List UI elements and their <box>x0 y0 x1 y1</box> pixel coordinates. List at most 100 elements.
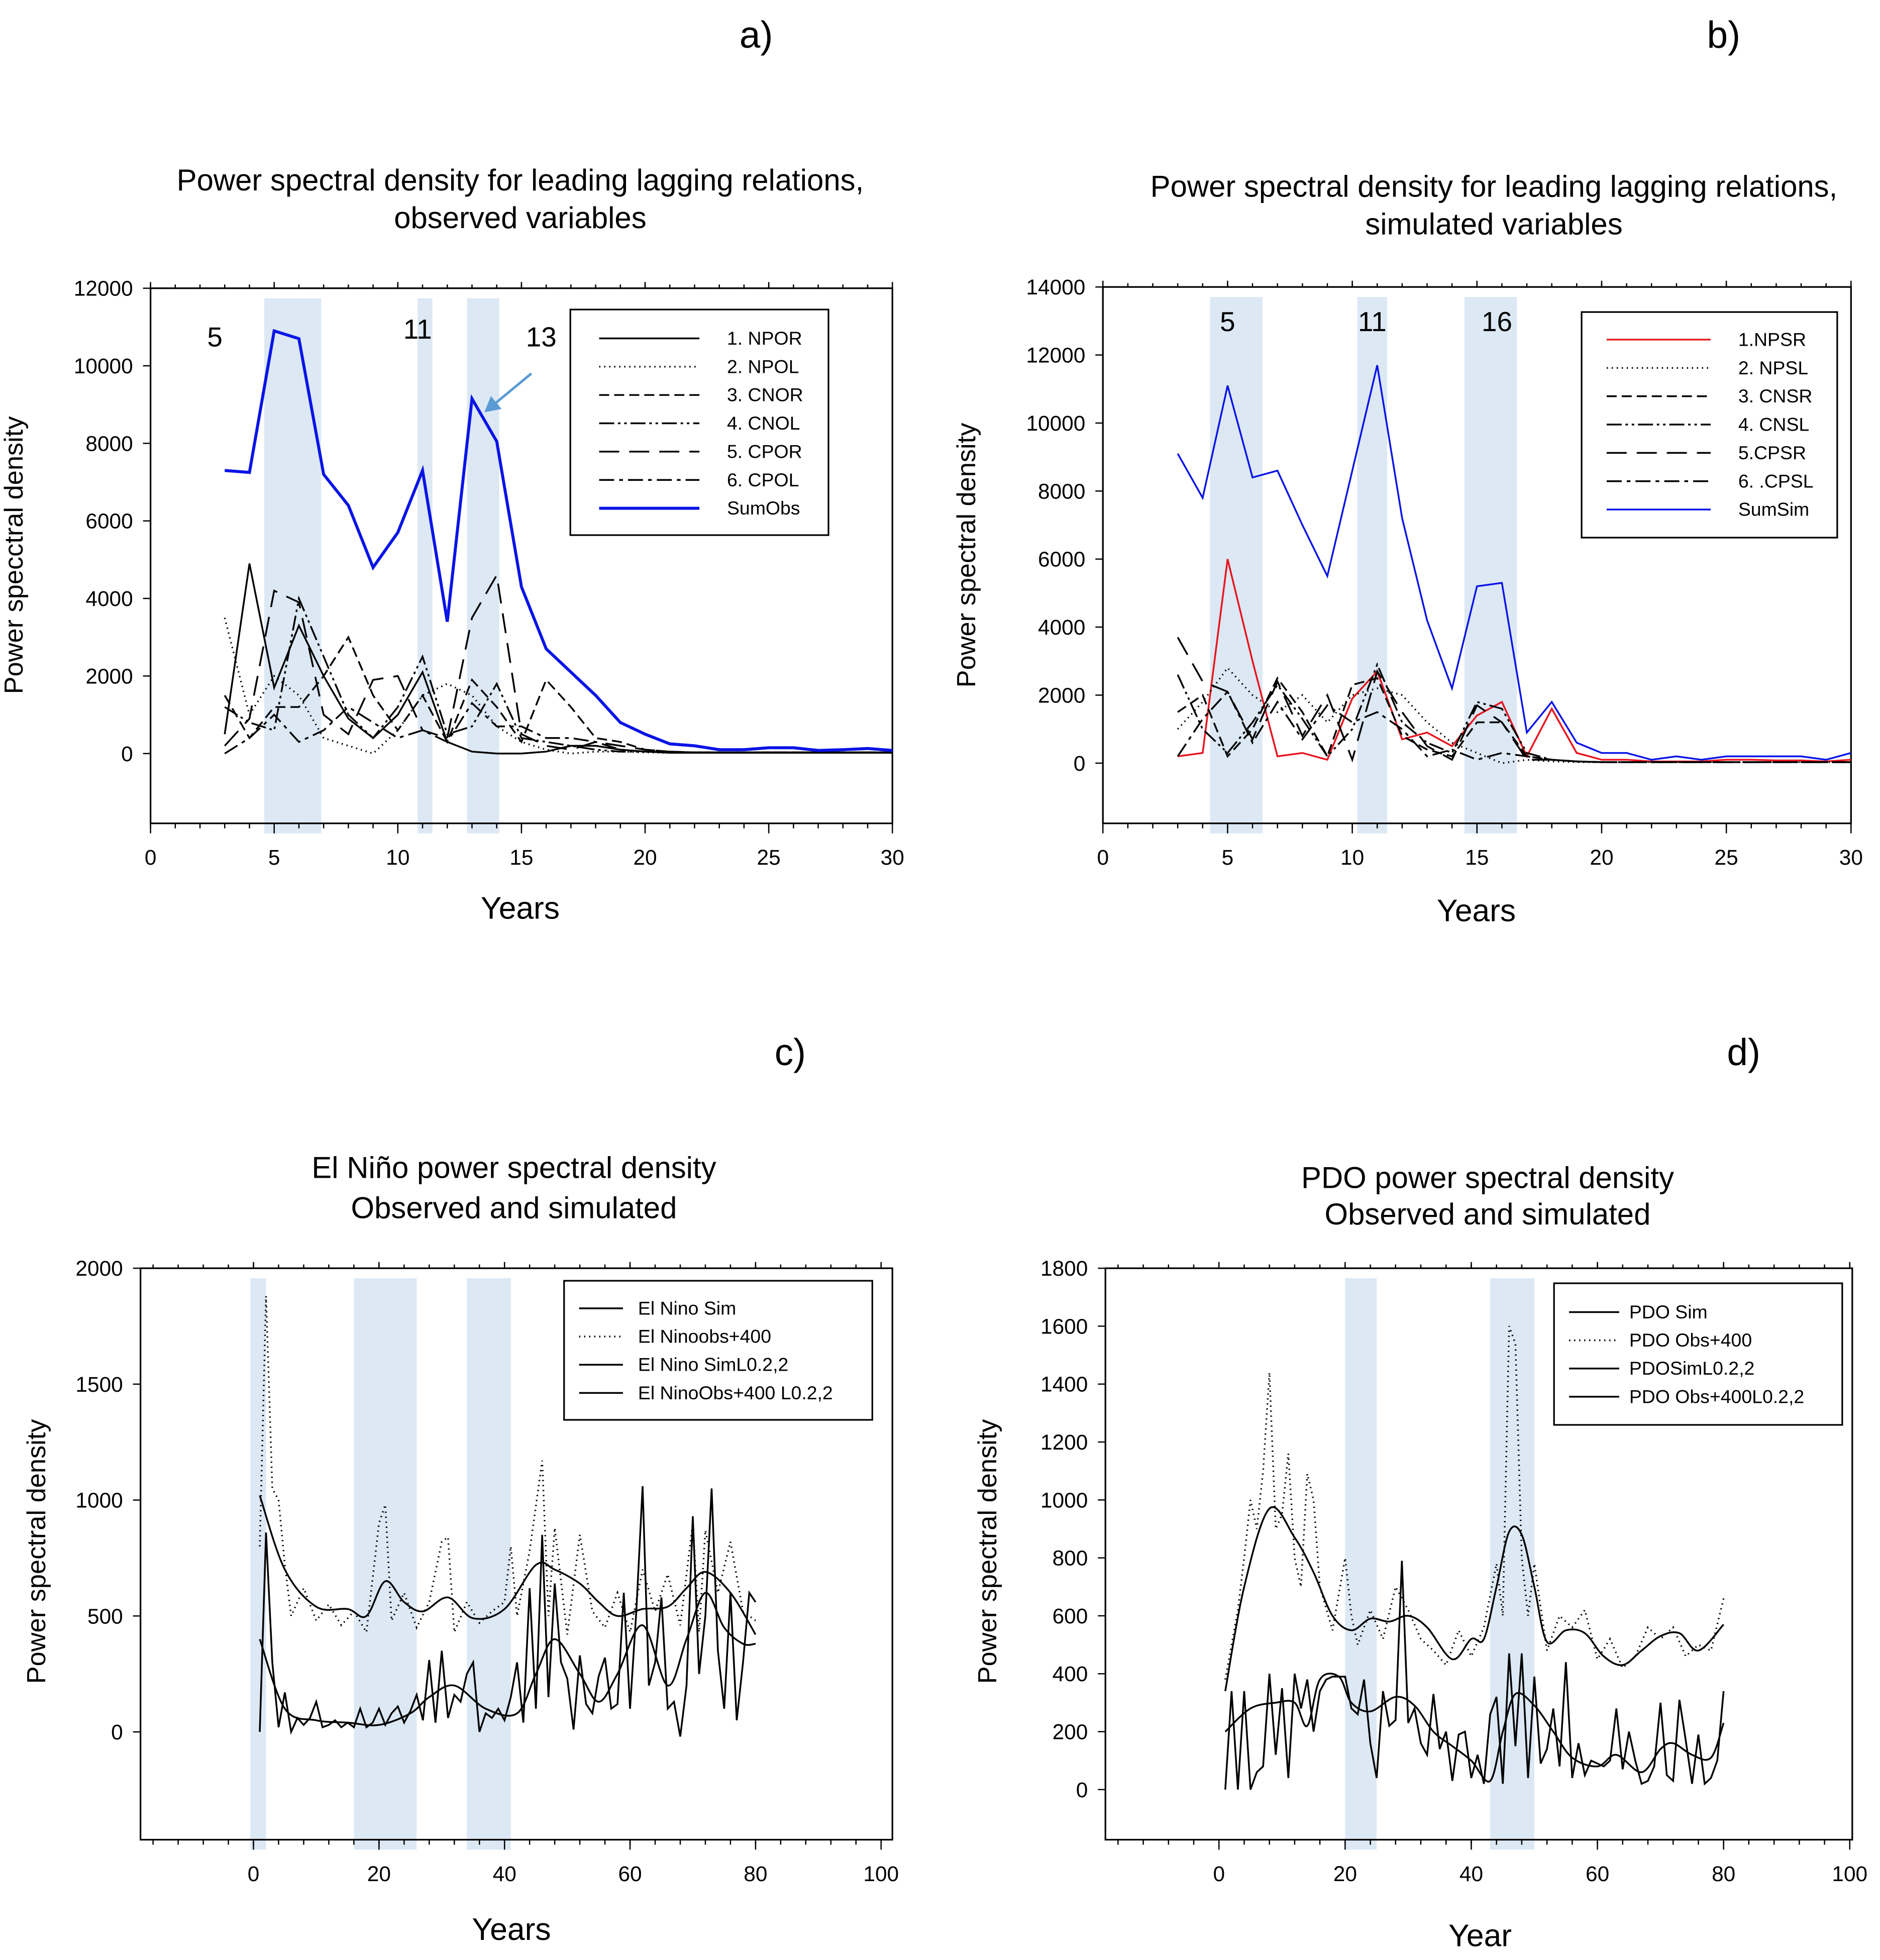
x-axis-label: Years <box>1437 893 1516 928</box>
x-axis-label: Years <box>472 1912 551 1947</box>
y-tick-label: 0 <box>121 742 133 766</box>
x-tick-label: 0 <box>1097 846 1109 869</box>
chart-title-line1: El Niño power spectral density <box>311 1151 716 1185</box>
y-tick-label: 1400 <box>1040 1373 1088 1396</box>
legend-box <box>1553 1282 1843 1426</box>
legend-label: 4. CNOL <box>727 412 800 434</box>
legend-label: 2. NPSL <box>1738 357 1808 378</box>
x-axis-label: Year <box>1448 1919 1512 1953</box>
x-tick-label: 40 <box>1459 1862 1483 1886</box>
band-period-annotation: 16 <box>1482 306 1512 337</box>
y-tick-label: 0 <box>1076 1778 1088 1802</box>
x-tick-label: 60 <box>618 1862 642 1886</box>
x-tick-label: 80 <box>1712 1862 1735 1886</box>
highlight-band <box>264 298 322 834</box>
highlight-band <box>467 1278 511 1850</box>
legend-box <box>563 1280 873 1421</box>
y-tick-label: 2000 <box>85 664 133 688</box>
series-line-0 <box>259 1486 757 1737</box>
x-tick-label: 0 <box>248 1862 260 1886</box>
band-period-annotation: 11 <box>1358 306 1387 337</box>
legend-label: PDO Obs+400 <box>1629 1329 1752 1351</box>
x-tick-label: 0 <box>1213 1862 1225 1886</box>
x-tick-label: 60 <box>1586 1862 1609 1886</box>
y-tick-label: 600 <box>1053 1604 1088 1628</box>
x-tick-label: 15 <box>509 846 533 869</box>
panel-label: b) <box>1707 14 1740 56</box>
y-tick-label: 12000 <box>74 277 133 300</box>
y-tick-label: 400 <box>1053 1662 1088 1686</box>
series-line-5 <box>224 701 893 755</box>
legend-label: 1. NPOR <box>727 328 802 349</box>
y-tick-label: 800 <box>1053 1546 1088 1570</box>
x-tick-label: 20 <box>1590 846 1613 869</box>
highlight-band <box>417 298 433 834</box>
highlight-band <box>1357 297 1388 834</box>
legend-label: 5.CPSR <box>1738 442 1806 463</box>
y-tick-label: 200 <box>1053 1720 1088 1743</box>
series-line-2 <box>259 1592 756 1726</box>
series-line-6 <box>225 329 893 752</box>
series-line-1 <box>224 617 893 755</box>
legend-label: PDO Sim <box>1629 1301 1708 1322</box>
highlight-band <box>250 1278 266 1850</box>
x-tick-label: 25 <box>1715 846 1738 869</box>
y-tick-label: 1000 <box>75 1489 123 1512</box>
x-tick-label: 100 <box>863 1862 899 1886</box>
legend-label: El Nino SimL0.2,2 <box>638 1354 788 1375</box>
series-line-2 <box>1224 1673 1725 1783</box>
chart-title-line2: Observed and simulated <box>351 1191 677 1224</box>
panel-label: d) <box>1727 1031 1760 1073</box>
legend-label: 6. CPOL <box>727 469 799 490</box>
legend-label: SumSim <box>1738 499 1809 520</box>
x-tick-label: 5 <box>1222 846 1234 869</box>
y-tick-label: 4000 <box>1038 615 1085 639</box>
band-period-annotation: 11 <box>403 314 432 345</box>
x-tick-label: 10 <box>1340 846 1364 869</box>
series-line-4 <box>1177 637 1851 763</box>
series-line-2 <box>224 635 893 754</box>
x-tick-label: 100 <box>1832 1862 1867 1886</box>
chart-title-line2: observed variables <box>394 201 646 235</box>
legend-label: 2. NPOL <box>727 356 799 377</box>
band-period-annotation: 5 <box>1220 306 1235 337</box>
x-tick-label: 10 <box>386 846 409 869</box>
y-axis-label: Power spectral density <box>22 1419 51 1684</box>
chart-title-line2: simulated variables <box>1365 207 1622 241</box>
legend-label: 4. CNSL <box>1738 414 1809 435</box>
chart-title-line1: Power spectral density for leading laggi… <box>177 163 864 197</box>
y-tick-label: 12000 <box>1026 344 1085 367</box>
y-tick-label: 2000 <box>75 1257 123 1280</box>
x-tick-label: 20 <box>367 1862 391 1886</box>
series-line-6 <box>1177 365 1851 761</box>
series-line-0 <box>1224 1561 1725 1790</box>
band-period-annotation: 13 <box>526 321 557 352</box>
legend-label: PDOSimL0.2,2 <box>1629 1358 1754 1379</box>
x-tick-label: 30 <box>1839 846 1863 869</box>
legend-label: 1.NPSR <box>1738 329 1806 350</box>
series-line-3 <box>1224 1506 1724 1692</box>
chart-panel-b: b) Power spectral density for leading lag… <box>952 14 1863 928</box>
y-tick-label: 8000 <box>1038 479 1085 503</box>
y-tick-label: 0 <box>111 1720 123 1744</box>
highlight-band <box>1345 1278 1377 1850</box>
y-tick-label: 1200 <box>1040 1430 1088 1454</box>
x-axis-label: Years <box>481 891 560 925</box>
x-tick-label: 40 <box>493 1862 516 1886</box>
y-tick-label: 1600 <box>1040 1314 1088 1338</box>
series-line-2 <box>1177 676 1851 763</box>
series-line-1 <box>1224 1325 1725 1680</box>
series-line-3 <box>259 1495 757 1635</box>
y-tick-label: 500 <box>87 1604 123 1628</box>
series-line-4 <box>224 572 893 754</box>
x-tick-label: 15 <box>1465 846 1489 869</box>
series-line-1 <box>259 1296 756 1636</box>
x-tick-label: 30 <box>881 846 904 869</box>
panel-label: a) <box>740 14 773 56</box>
series-line-5 <box>1177 690 1851 763</box>
y-tick-label: 1800 <box>1040 1257 1088 1280</box>
legend-label: SumObs <box>727 497 800 519</box>
chart-title-line1: PDO power spectral density <box>1301 1161 1674 1195</box>
chart-title-line1: Power spectral density for leading laggi… <box>1151 170 1838 203</box>
